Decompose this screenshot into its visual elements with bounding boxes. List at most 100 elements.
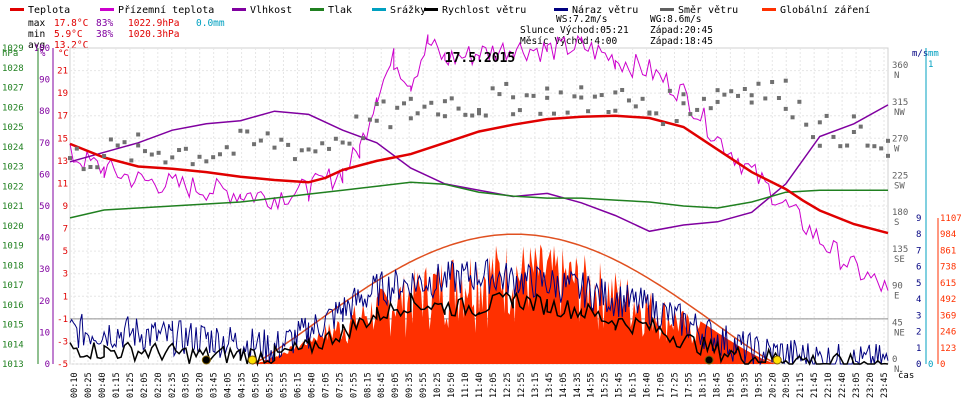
stat-value: 5.9°C	[54, 29, 83, 40]
tick-time: 20:20	[768, 372, 778, 398]
tick-wind-dir: 45	[892, 318, 903, 328]
wind-direction-point	[224, 145, 229, 150]
legend-label: Tlak	[328, 5, 352, 16]
tick-time: 19:05	[726, 372, 736, 398]
wind-direction-point	[851, 129, 856, 134]
wind-direction-point	[613, 108, 618, 113]
tick-wind-dir-label: NW	[894, 108, 905, 118]
tick-time: 10:50	[447, 372, 457, 398]
wind-direction-point	[388, 125, 393, 130]
tick-time: 17:05	[657, 372, 667, 398]
series-pressure	[69, 181, 888, 219]
wind-direction-point	[286, 142, 291, 147]
sun-moon-markers	[201, 355, 782, 365]
tick-time: 09:35	[405, 372, 415, 398]
wind-direction-point	[81, 167, 86, 172]
wind-direction-point	[845, 143, 850, 148]
radiation-clear-sky	[252, 233, 775, 365]
tick-hpa: 1026	[2, 103, 24, 113]
tick-time: 08:45	[377, 372, 387, 398]
wind-direction-point	[804, 122, 809, 127]
tick-wind-dir-label: N	[894, 365, 899, 375]
stat-value: max	[28, 18, 45, 29]
tick-degc: 5	[63, 247, 68, 257]
tick-wind-dir: 270	[892, 135, 908, 145]
wind-direction-point	[606, 110, 611, 115]
tick-time: 12:05	[489, 372, 499, 398]
wind-direction-point	[190, 162, 195, 167]
wind-direction-point	[456, 106, 461, 111]
legend-label: Srážky	[390, 4, 426, 16]
wind-direction-point	[797, 99, 802, 104]
tick-hpa: 1020	[2, 222, 24, 232]
tick-pct: 40	[39, 234, 50, 244]
tick-time: 13:45	[545, 372, 555, 398]
wind-direction-point	[524, 93, 529, 98]
tick-pct: 10	[39, 328, 50, 338]
tick-time: 02:05	[140, 372, 150, 398]
stat-value: min	[28, 29, 45, 40]
wind-direction-point	[674, 119, 679, 124]
wind-direction-point	[442, 99, 447, 104]
tick-degc: -1	[57, 315, 68, 325]
wind-direction-point	[436, 112, 441, 117]
series-ground-temp	[69, 34, 889, 293]
tick-ms: 5	[916, 279, 921, 289]
wind-direction-point	[599, 93, 604, 98]
legend-swatch	[372, 8, 386, 11]
wind-direction-point	[442, 114, 447, 119]
tick-time: 17:55	[684, 372, 694, 398]
sun-moon-info: Západ:20:45	[650, 25, 713, 36]
tick-time: 21:15	[796, 372, 806, 398]
tick-wind-dir-label: W	[894, 145, 900, 155]
tick-time: 08:15	[363, 372, 373, 398]
wind-direction-point	[497, 92, 502, 97]
tick-degc: 9	[63, 202, 68, 212]
wind-direction-point	[354, 114, 359, 119]
tick-time: 23:45	[880, 372, 890, 398]
tick-pct: 60	[39, 170, 50, 180]
wind-direction-point	[136, 132, 141, 137]
wind-direction-point	[851, 114, 856, 119]
tick-time: 02:20	[154, 372, 164, 398]
tick-pct: 90	[39, 76, 50, 86]
tick-wind-dir: 360	[892, 61, 908, 71]
tick-hpa: 1015	[2, 321, 24, 331]
wind-direction-point	[149, 152, 154, 157]
wind-direction-point	[470, 113, 475, 118]
wind-direction-point	[647, 110, 652, 115]
wind-direction-point	[340, 140, 345, 145]
wind-direction-point	[790, 115, 795, 120]
tick-time: 19:35	[740, 372, 750, 398]
wind-direction-point	[729, 89, 734, 94]
tick-hpa: 1029	[2, 44, 24, 54]
tick-degc: 17	[57, 112, 68, 122]
wind-direction-point	[770, 79, 775, 84]
wind-direction-point	[763, 96, 768, 101]
legend-swatch	[310, 8, 324, 11]
tick-degc: 19	[57, 89, 68, 99]
radiation-fill	[252, 244, 778, 364]
wind-direction-point	[327, 146, 332, 151]
legend-label: Teplota	[28, 5, 70, 16]
tick-ms: 7	[916, 246, 921, 256]
wind-direction-point	[102, 153, 107, 158]
tick-wind-dir: 90	[892, 282, 903, 292]
wind-direction-point	[477, 111, 481, 116]
tick-hpa: 1014	[2, 340, 24, 350]
wind-direction-point	[374, 118, 379, 123]
wind-direction-point	[429, 100, 434, 105]
tick-time: 03:05	[182, 372, 192, 398]
tick-time: 07:25	[335, 372, 345, 398]
tick-time: 16:40	[643, 372, 653, 398]
tick-wm2: 0	[940, 360, 945, 370]
tick-hpa: 1025	[2, 123, 24, 133]
wind-direction-point	[367, 117, 372, 122]
wind-direction-point	[531, 93, 536, 98]
axis-unit-hpa: hPa	[2, 49, 18, 59]
y-axes: hPa% °C1013101410151016101710181019102010…	[2, 44, 962, 375]
tick-wm2: 615	[940, 279, 956, 289]
wind-direction-point	[74, 146, 79, 151]
wind-direction-point	[490, 86, 495, 91]
wind-direction-point	[749, 100, 754, 105]
